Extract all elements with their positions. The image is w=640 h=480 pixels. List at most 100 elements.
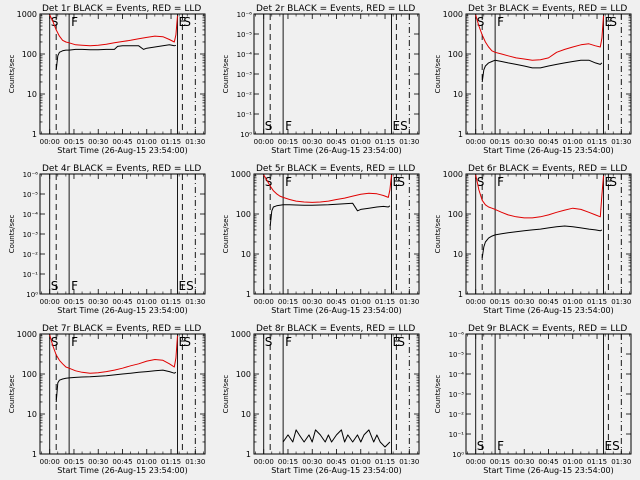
marker-label-s: S	[265, 335, 273, 349]
x-tick-label: 00:45	[112, 298, 132, 306]
marker-label-f: F	[285, 335, 292, 349]
x-tick-label: 01:15	[375, 458, 395, 466]
x-tick-label: 00:15	[64, 458, 84, 466]
marker-label-e: E	[605, 175, 613, 189]
marker-label-f: F	[285, 175, 292, 189]
y-tick-label: 10⁻¹	[449, 431, 465, 439]
x-tick-label: 01:30	[399, 138, 419, 146]
x-tick-label: 01:15	[587, 458, 607, 466]
x-tick-label: 00:00	[466, 138, 486, 146]
y-tick-label: 1	[458, 290, 463, 299]
y-tick-label: 1000	[443, 170, 463, 179]
x-tick-label: 00:30	[302, 458, 322, 466]
y-tick-label: 1	[458, 130, 463, 139]
x-tick-label: 00:15	[64, 298, 84, 306]
y-tick-label: 10	[453, 90, 463, 99]
x-tick-label: 01:00	[137, 458, 157, 466]
y-tick-label: 10⁻²	[449, 411, 465, 419]
y-tick-label: 10	[27, 410, 37, 419]
marker-label-es: ES	[179, 279, 194, 293]
y-tick-label: 10	[27, 90, 37, 99]
x-tick-label: 01:00	[351, 458, 371, 466]
y-tick-label: 10⁻³	[237, 71, 253, 79]
marker-label-s: S	[265, 175, 273, 189]
y-tick-label: 1	[32, 130, 37, 139]
x-tick-label: 00:15	[278, 138, 298, 146]
y-axis-label: Counts/sec	[222, 375, 230, 414]
y-tick-label: 10⁻⁵	[449, 351, 465, 359]
series-events	[481, 59, 603, 83]
y-axis-label: Counts/sec	[434, 215, 442, 254]
plot-frame	[465, 333, 632, 455]
plot-frame	[465, 173, 632, 295]
x-tick-label: 01:00	[351, 298, 371, 306]
x-tick-label: 00:00	[466, 458, 486, 466]
y-axis-label: Counts/sec	[434, 375, 442, 414]
marker-label-e: E	[393, 175, 401, 189]
y-tick-label: 10	[453, 250, 463, 259]
x-tick-label: 01:30	[611, 138, 631, 146]
y-tick-label: 10⁻⁴	[237, 51, 253, 59]
marker-label-es: ES	[393, 119, 408, 133]
x-tick-label: 01:00	[137, 298, 157, 306]
x-tick-label: 00:30	[514, 458, 534, 466]
panel-det-8r: Det 8r BLACK = Events, RED = LLD Counts/s…	[222, 324, 420, 475]
y-tick-label: 100	[236, 210, 251, 219]
panel-title: Det 4r BLACK = Events, RED = LLD	[42, 164, 201, 174]
y-axis-label: Counts/sec	[222, 215, 230, 254]
marker-label-f: F	[497, 175, 504, 189]
marker-label-es: ES	[605, 439, 620, 453]
x-tick-label: 01:30	[185, 138, 205, 146]
y-tick-label: 1	[246, 450, 251, 459]
x-tick-label: 01:15	[587, 298, 607, 306]
plot-frame	[39, 173, 206, 295]
y-axis-label: Counts/sec	[434, 55, 442, 94]
y-axis-label: Counts/sec	[222, 55, 230, 94]
marker-label-f: F	[497, 15, 504, 29]
y-tick-label: 10⁻⁶	[23, 171, 39, 179]
marker-label-f: F	[71, 279, 78, 293]
x-tick-label: 01:15	[161, 298, 181, 306]
marker-label-e: E	[179, 15, 187, 29]
series-events	[55, 369, 177, 403]
x-tick-label: 01:00	[137, 138, 157, 146]
series-lld	[49, 14, 178, 47]
x-tick-label: 00:00	[254, 298, 274, 306]
marker-label-e: E	[179, 335, 187, 349]
y-axis-label: Counts/sec	[8, 215, 16, 254]
panel-title: Det 3r BLACK = Events, RED = LLD	[468, 4, 627, 14]
marker-label-s-end: S	[183, 335, 191, 349]
y-tick-label: 10⁻⁵	[237, 31, 253, 39]
y-tick-label: 100	[236, 370, 251, 379]
panel-title: Det 7r BLACK = Events, RED = LLD	[42, 324, 201, 334]
marker-label-s: S	[477, 175, 485, 189]
series-events	[282, 429, 391, 448]
y-tick-label: 10⁰	[452, 451, 464, 459]
panel-title: Det 9r BLACK = Events, RED = LLD	[468, 324, 627, 334]
x-tick-label: 00:30	[302, 138, 322, 146]
y-tick-label: 10⁻³	[449, 391, 465, 399]
marker-label-s: S	[477, 439, 485, 453]
x-tick-label: 00:45	[538, 138, 558, 146]
marker-label-e: E	[605, 15, 613, 29]
x-tick-label: 00:00	[40, 458, 60, 466]
y-tick-label: 10⁻¹	[23, 271, 39, 279]
panel-det-7r: Det 7r BLACK = Events, RED = LLD Counts/s…	[8, 324, 206, 475]
plot-frame	[39, 13, 206, 135]
x-tick-label: 00:15	[64, 138, 84, 146]
marker-label-s: S	[265, 119, 273, 133]
x-tick-label: 00:45	[112, 458, 132, 466]
panel-det-5r: Det 5r BLACK = Events, RED = LLD Counts/s…	[222, 164, 420, 315]
y-axis-label: Counts/sec	[8, 55, 16, 94]
plot-frame	[253, 173, 420, 295]
x-axis-label: Start Time (26-Aug-15 23:54:00)	[271, 146, 402, 155]
panel-det-1r: Det 1r BLACK = Events, RED = LLD Counts/s…	[8, 4, 206, 155]
y-tick-label: 10⁻⁶	[237, 11, 253, 19]
marker-label-f: F	[497, 439, 504, 453]
x-tick-label: 00:45	[326, 458, 346, 466]
panel-det-9r: Det 9r BLACK = Events, RED = LLD Counts/s…	[434, 324, 632, 475]
y-tick-label: 10⁻³	[23, 231, 39, 239]
x-tick-label: 00:45	[326, 298, 346, 306]
x-axis-label: Start Time (26-Aug-15 23:54:00)	[57, 306, 188, 315]
